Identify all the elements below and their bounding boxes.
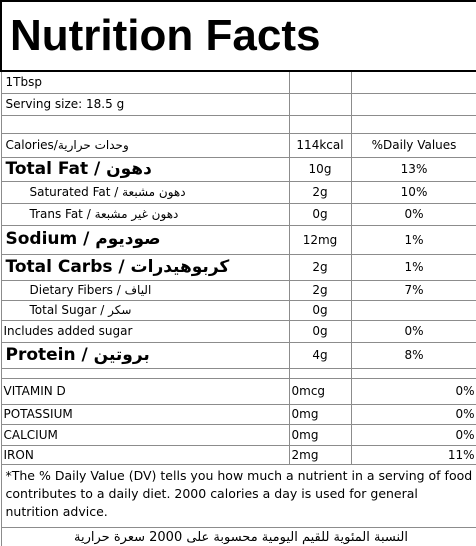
label: Trans Fat / دهون غير مشبعة	[0, 202, 290, 226]
label: Total Fat / دهون	[0, 156, 290, 182]
label: Dietary Fibers / الياف	[0, 279, 290, 301]
dv: 10%	[350, 180, 476, 204]
label: Calories/وحدات حرارية	[0, 132, 290, 158]
dv: 0%	[350, 423, 476, 446]
amount: 0g	[288, 299, 352, 321]
amount: 0mg	[288, 423, 352, 446]
amount: 10g	[288, 156, 352, 182]
dv: 1%	[350, 224, 476, 255]
dv: 0%	[350, 377, 476, 405]
amount: 2g	[288, 180, 352, 204]
footnote-arabic: النسبة المئوية للقيم اليومية محسوبة على …	[0, 526, 476, 546]
dv: %Daily Values	[350, 132, 476, 158]
amount: 0g	[288, 319, 352, 343]
footnote: *The % Daily Value (DV) tells you how mu…	[0, 463, 476, 528]
amount: 4g	[288, 341, 352, 369]
dv: 11%	[350, 444, 476, 465]
dv: 0%	[350, 319, 476, 343]
amount: 12mg	[288, 224, 352, 255]
label: Sodium / صوديوم	[0, 224, 290, 255]
label: CALCIUM	[0, 423, 290, 446]
label: VITAMIN D	[0, 377, 290, 405]
amount: 0mcg	[288, 377, 352, 405]
amount: 114kcal	[288, 132, 352, 158]
serving: 1Tbsp	[0, 70, 290, 94]
title: Nutrition Facts	[0, 0, 476, 72]
amount: 2mg	[288, 444, 352, 465]
label: Total Carbs / كربوهيدرات	[0, 253, 290, 281]
dv: 1%	[350, 253, 476, 281]
dv: 7%	[350, 279, 476, 301]
amount: 0mg	[288, 403, 352, 425]
label: Saturated Fat / دهون مشبعة	[0, 180, 290, 204]
label: POTASSIUM	[0, 403, 290, 425]
label: IRON	[0, 444, 290, 465]
amount: 2g	[288, 253, 352, 281]
dv: 13%	[350, 156, 476, 182]
label: Total Sugar / سكر	[0, 299, 290, 321]
dv: 8%	[350, 341, 476, 369]
label: Protein / بروتين	[0, 341, 290, 369]
amount: 2g	[288, 279, 352, 301]
dv: 0%	[350, 403, 476, 425]
dv: 0%	[350, 202, 476, 226]
label: Includes added sugar	[0, 319, 290, 343]
amount: 0g	[288, 202, 352, 226]
serving: Serving size: 18.5 g	[0, 92, 290, 116]
